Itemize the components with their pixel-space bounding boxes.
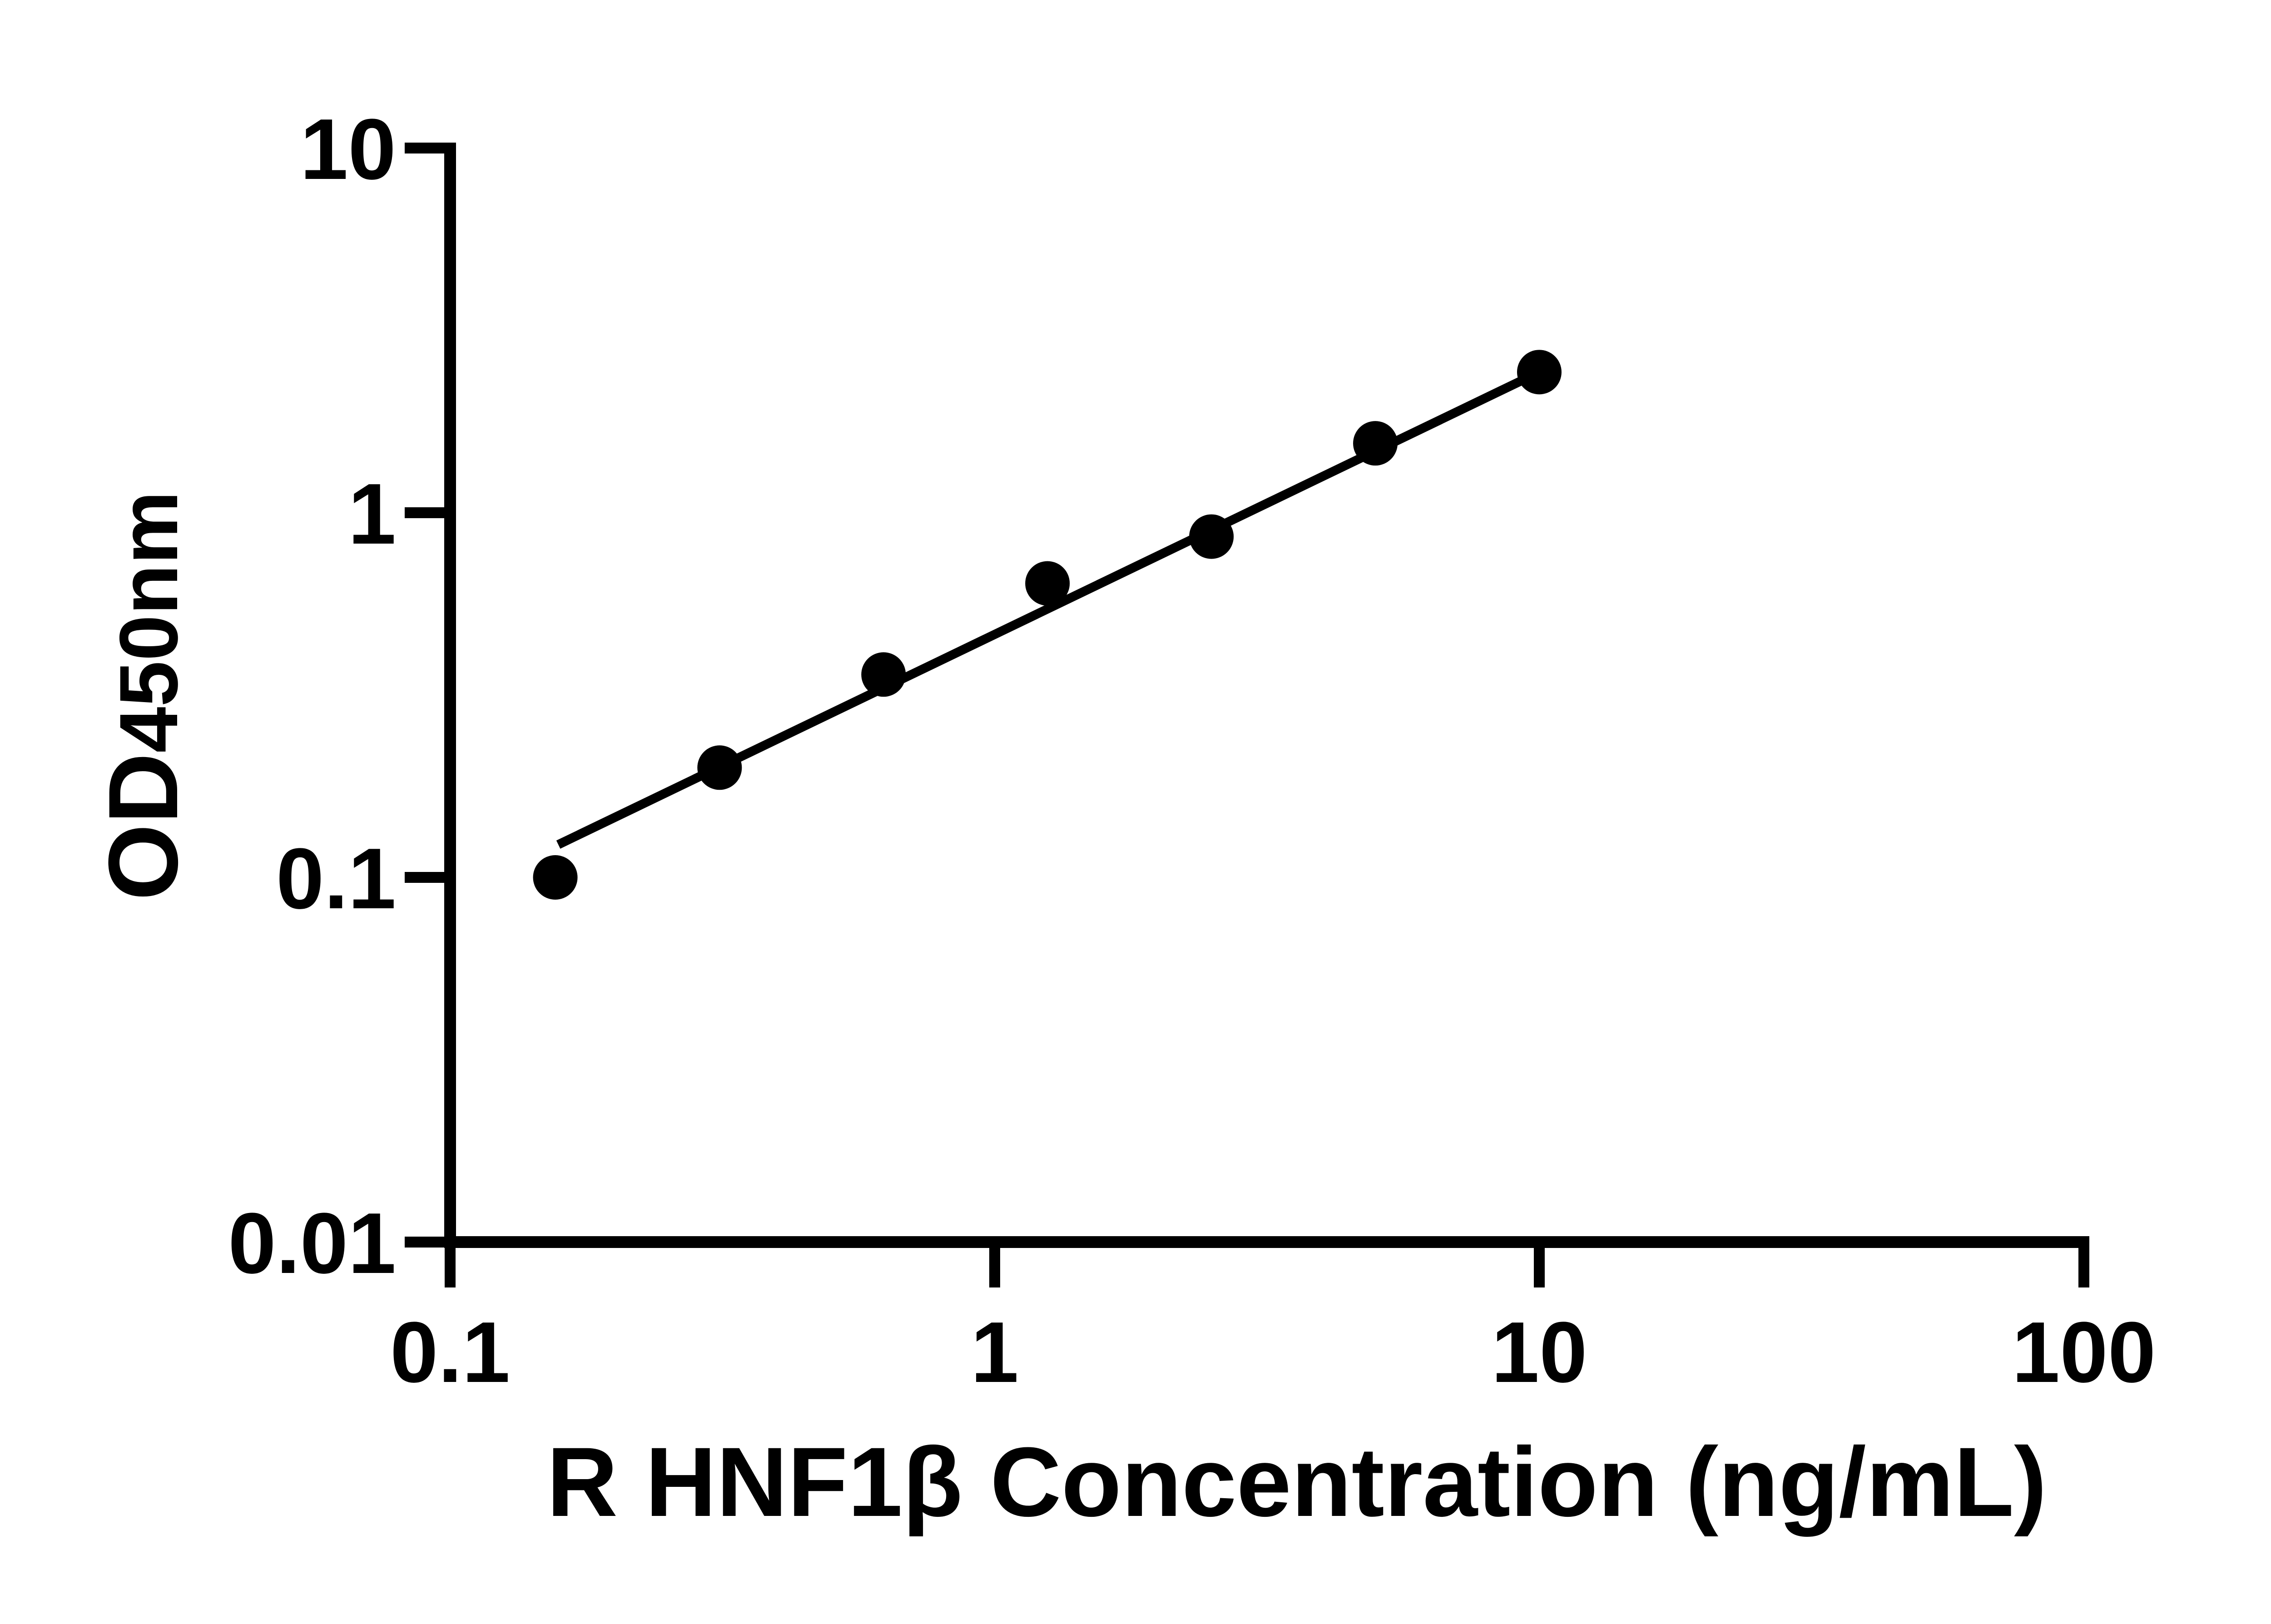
- data-point-1: [533, 855, 578, 900]
- data-point-5: [1189, 514, 1234, 559]
- data-point-4: [1025, 561, 1070, 606]
- y-axis-title-sub: 450nm: [102, 491, 195, 753]
- data-point-6: [1353, 421, 1398, 466]
- y-tick-label-1: 1: [348, 466, 396, 562]
- axis-ticks: [405, 143, 2089, 1287]
- x-tick-label-100: 100: [2012, 1304, 2156, 1401]
- y-axis-title-main: OD: [88, 753, 198, 901]
- axes: [444, 143, 2089, 1248]
- y-axis-title: OD450nm: [88, 491, 198, 901]
- plot-area: [533, 350, 1562, 900]
- x-tick-label-0.1: 0.1: [390, 1304, 510, 1401]
- x-axis-title: R HNF1β Concentration (ng/mL): [547, 1427, 2047, 1537]
- axis-tick-labels: 10 1 0.1 0.01 0.1 1 10 100: [228, 101, 2156, 1401]
- y-tick-label-0.1: 0.1: [276, 831, 396, 927]
- data-point-7: [1517, 350, 1562, 395]
- data-point-2: [697, 745, 742, 790]
- data-point-3: [861, 652, 906, 697]
- y-tick-label-0.01: 0.01: [228, 1195, 396, 1292]
- y-tick-label-10: 10: [300, 101, 396, 198]
- x-tick-label-10: 10: [1491, 1304, 1587, 1401]
- x-tick-label-1: 1: [971, 1304, 1019, 1401]
